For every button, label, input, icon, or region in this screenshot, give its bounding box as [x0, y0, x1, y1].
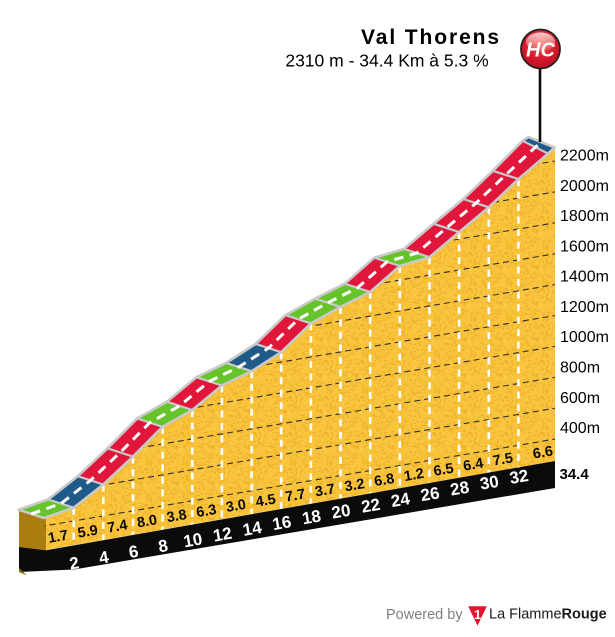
svg-text:34.4: 34.4: [560, 466, 590, 483]
svg-text:16: 16: [271, 512, 293, 534]
svg-text:6.6: 6.6: [532, 443, 555, 462]
svg-text:14: 14: [241, 518, 263, 540]
svg-text:3.8: 3.8: [165, 507, 188, 526]
svg-text:6.3: 6.3: [195, 502, 218, 521]
svg-text:8.0: 8.0: [136, 512, 159, 531]
svg-text:800m: 800m: [560, 360, 600, 377]
svg-text:3.7: 3.7: [314, 481, 337, 500]
svg-text:400m: 400m: [560, 420, 600, 437]
svg-text:1800m: 1800m: [560, 208, 609, 225]
svg-text:2: 2: [68, 553, 81, 573]
svg-text:1.7: 1.7: [47, 528, 70, 547]
svg-text:1200m: 1200m: [560, 299, 609, 316]
svg-text:26: 26: [419, 483, 441, 505]
svg-text:12: 12: [212, 524, 234, 546]
svg-text:1.2: 1.2: [403, 466, 426, 485]
svg-text:32: 32: [508, 466, 530, 488]
svg-text:24: 24: [389, 489, 411, 511]
svg-text:7.7: 7.7: [284, 486, 307, 505]
svg-text:28: 28: [449, 478, 471, 500]
svg-text:6: 6: [127, 542, 140, 562]
svg-text:22: 22: [360, 495, 382, 517]
svg-text:4.5: 4.5: [254, 492, 277, 511]
svg-text:2310 m - 34.4 Km à 5.3 %: 2310 m - 34.4 Km à 5.3 %: [285, 51, 488, 71]
svg-text:6.5: 6.5: [432, 461, 455, 480]
svg-text:7.5: 7.5: [492, 450, 515, 469]
svg-text:6.4: 6.4: [462, 456, 485, 475]
svg-text:4: 4: [98, 547, 111, 567]
svg-text:2200m: 2200m: [560, 148, 609, 165]
svg-text:La FlammeRouge: La FlammeRouge: [489, 607, 607, 623]
svg-text:1: 1: [474, 607, 481, 622]
svg-text:3.0: 3.0: [225, 497, 248, 516]
svg-text:10: 10: [182, 529, 204, 551]
svg-text:20: 20: [330, 501, 352, 523]
svg-text:HC: HC: [526, 40, 555, 62]
svg-text:1600m: 1600m: [560, 238, 609, 255]
svg-text:Val Thorens: Val Thorens: [361, 26, 501, 49]
svg-text:18: 18: [301, 506, 323, 528]
svg-text:30: 30: [478, 472, 500, 494]
svg-text:1400m: 1400m: [560, 269, 609, 286]
svg-text:7.4: 7.4: [106, 517, 129, 536]
svg-text:8: 8: [157, 536, 170, 556]
svg-text:Powered by: Powered by: [386, 607, 463, 623]
svg-text:2000m: 2000m: [560, 178, 609, 195]
svg-text:3.2: 3.2: [343, 476, 366, 495]
svg-text:6.8: 6.8: [373, 471, 396, 490]
svg-text:5.9: 5.9: [77, 523, 100, 542]
svg-text:1000m: 1000m: [560, 329, 609, 346]
svg-text:600m: 600m: [560, 390, 600, 407]
